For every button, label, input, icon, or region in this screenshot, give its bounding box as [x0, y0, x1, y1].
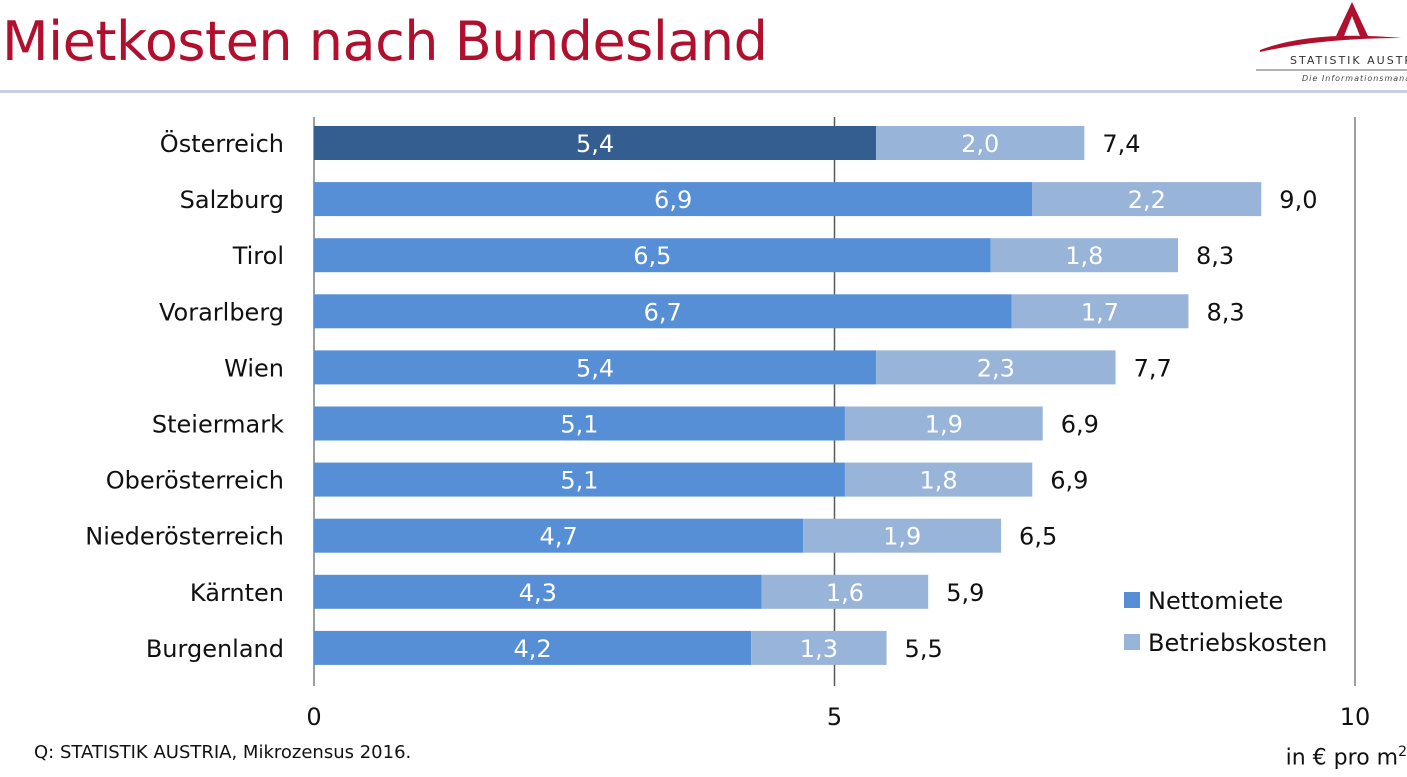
- bar-value-label: 4,7: [540, 523, 578, 551]
- logo-tagline: Die Informationsmanager: [1302, 74, 1407, 83]
- bar-betriebskosten: [761, 574, 929, 609]
- bar-betriebskosten: [803, 518, 1002, 553]
- unit-text: in € pro m: [1285, 745, 1399, 771]
- bar-betriebskosten: [844, 406, 1043, 441]
- legend: Nettomiete Betriebskosten: [1124, 587, 1327, 657]
- bar-betriebskosten: [876, 350, 1116, 385]
- bar-value-label: 1,6: [826, 579, 864, 607]
- bar-value-label: 6,9: [654, 186, 692, 214]
- category-label: Österreich: [160, 129, 284, 158]
- bar-nettomiete: [314, 462, 845, 497]
- x-tick-label: 10: [1340, 703, 1371, 731]
- bar-value-label: 5,4: [576, 354, 614, 382]
- category-labels: Österreich Salzburg Tirol Vorarlberg Wien Ste…: [85, 129, 284, 663]
- unit-superscript: 2: [1398, 744, 1407, 760]
- bar-value-label: 5,1: [560, 411, 598, 439]
- bar-value-label: 6,5: [633, 242, 671, 270]
- page-title: Mietkosten nach Bundesland: [2, 10, 768, 73]
- bar-series: 5,4 2,0 7,4 6,9 2,2 9,0 6,5 1,8 8,3 6,7 1,7 8,3 5,4 2…: [314, 126, 1317, 665]
- bar-value-label: 2,2: [1128, 186, 1166, 214]
- bar-total-label: 9,0: [1279, 186, 1317, 214]
- category-label: Tirol: [232, 242, 284, 270]
- bar-nettomiete: [314, 630, 752, 665]
- x-axis-unit: in € pro m2: [1286, 744, 1407, 770]
- bar-value-label: 1,7: [1081, 298, 1119, 326]
- category-label: Niederösterreich: [85, 523, 284, 551]
- logo-mark-icon: [1260, 2, 1402, 52]
- bar-nettomiete: [314, 126, 877, 160]
- bar-total-label: 7,4: [1102, 130, 1140, 158]
- bar-total-label: 6,5: [1019, 523, 1057, 551]
- bar-value-label: 5,1: [560, 467, 598, 495]
- bar-value-label: 1,9: [883, 523, 921, 551]
- category-label: Vorarlberg: [159, 298, 284, 326]
- bar-value-label: 2,0: [961, 130, 999, 158]
- x-axis: 0 5 10: [306, 703, 1370, 731]
- bar-total-label: 5,9: [946, 579, 984, 607]
- bar-nettomiete: [314, 574, 762, 609]
- bar-nettomiete: [314, 406, 845, 441]
- bar-value-label: 1,9: [925, 411, 963, 439]
- legend-swatch: [1124, 592, 1140, 608]
- legend-label: Betriebskosten: [1148, 629, 1327, 657]
- logo-text: STATISTIK AUSTRIA: [1290, 54, 1407, 67]
- statistik-austria-logo: STATISTIK AUSTRIA Die Informationsmanage…: [1256, 2, 1407, 83]
- category-label: Salzburg: [180, 186, 284, 214]
- x-tick-label: 0: [306, 703, 321, 731]
- bar-nettomiete: [314, 238, 991, 273]
- bar-total-label: 5,5: [905, 635, 943, 663]
- bar-betriebskosten: [844, 462, 1033, 497]
- bar-value-label: 4,3: [519, 579, 557, 607]
- bar-betriebskosten: [876, 126, 1085, 160]
- category-label: Oberösterreich: [106, 467, 284, 495]
- bar-nettomiete: [314, 294, 1012, 329]
- bar-total-label: 8,3: [1206, 298, 1244, 326]
- bar-total-label: 7,7: [1134, 354, 1172, 382]
- bar-betriebskosten: [1011, 294, 1189, 329]
- bar-value-label: 4,2: [514, 635, 552, 663]
- bar-nettomiete: [314, 518, 804, 553]
- title-divider: [0, 90, 1407, 93]
- bar-betriebskosten: [751, 630, 887, 665]
- bar-total-label: 8,3: [1196, 242, 1234, 270]
- category-label: Kärnten: [190, 579, 284, 607]
- bar-value-label: 1,8: [920, 467, 958, 495]
- source-note: Q: STATISTIK AUSTRIA, Mikrozensus 2016.: [34, 742, 412, 763]
- category-label: Burgenland: [146, 635, 284, 663]
- bar-betriebskosten: [990, 238, 1179, 273]
- category-label: Steiermark: [152, 411, 284, 439]
- bar-total-label: 6,9: [1061, 411, 1099, 439]
- category-label: Wien: [224, 354, 284, 382]
- bar-betriebskosten: [1032, 182, 1262, 217]
- bar-nettomiete: [314, 350, 877, 385]
- bar-value-label: 6,7: [644, 298, 682, 326]
- bar-value-label: 5,4: [576, 130, 614, 158]
- bar-nettomiete: [314, 182, 1033, 217]
- x-tick-label: 5: [827, 703, 842, 731]
- bar-value-label: 2,3: [977, 354, 1015, 382]
- bar-total-label: 6,9: [1050, 467, 1088, 495]
- legend-label: Nettomiete: [1148, 587, 1283, 615]
- bar-value-label: 1,8: [1065, 242, 1103, 270]
- bar-value-label: 1,3: [800, 635, 838, 663]
- legend-swatch: [1124, 634, 1140, 650]
